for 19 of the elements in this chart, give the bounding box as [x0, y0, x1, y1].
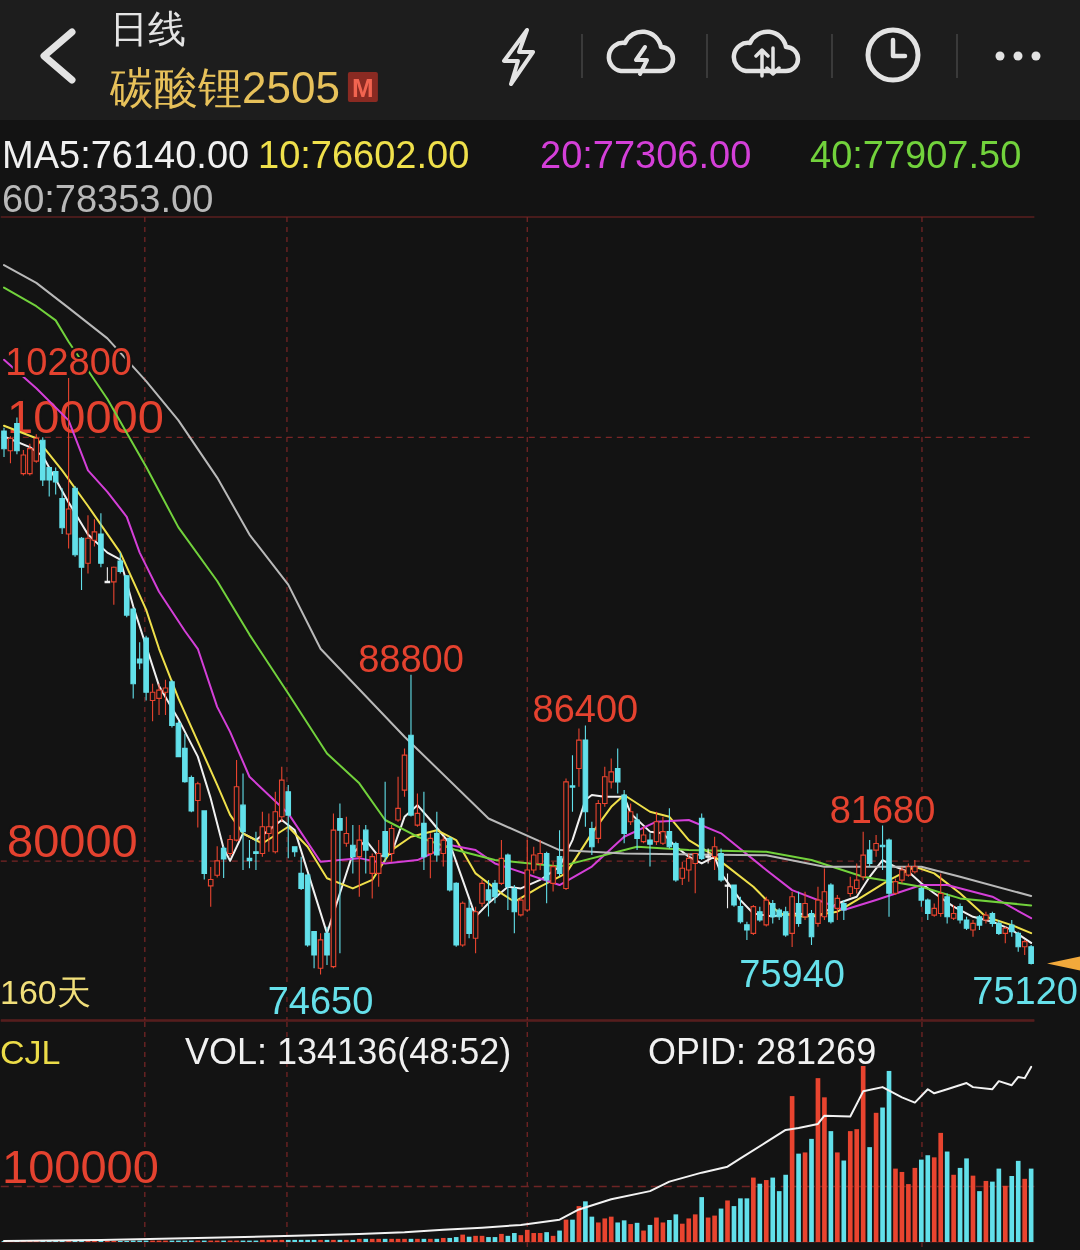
series-label: 60:78353.00: [2, 178, 214, 220]
chart-title: 日线: [110, 8, 186, 50]
chart-title: CJL: [0, 1033, 61, 1071]
text: MA5:76140.00: [2, 134, 250, 176]
series-label: OPID: 281269: [648, 1031, 877, 1072]
text: 20:77306.00: [540, 134, 752, 176]
annotation: 88800: [358, 637, 464, 680]
annotation: 81680: [829, 788, 936, 831]
text: M: [352, 73, 374, 103]
annotation: 75120: [972, 970, 1078, 1013]
annotation: 74650: [267, 980, 374, 1023]
text: 10:76602.00: [258, 134, 470, 176]
annotation: 75940: [739, 953, 845, 996]
annotation: VOL: 134136(48:52): [185, 1031, 512, 1072]
y-tick-label: 80000: [7, 814, 138, 868]
annotation: 86400: [532, 688, 639, 731]
annotation: 160天: [0, 973, 91, 1011]
chart-subtitle: 碳酸锂2505: [109, 63, 340, 112]
text: 40:77907.50: [810, 134, 1022, 176]
